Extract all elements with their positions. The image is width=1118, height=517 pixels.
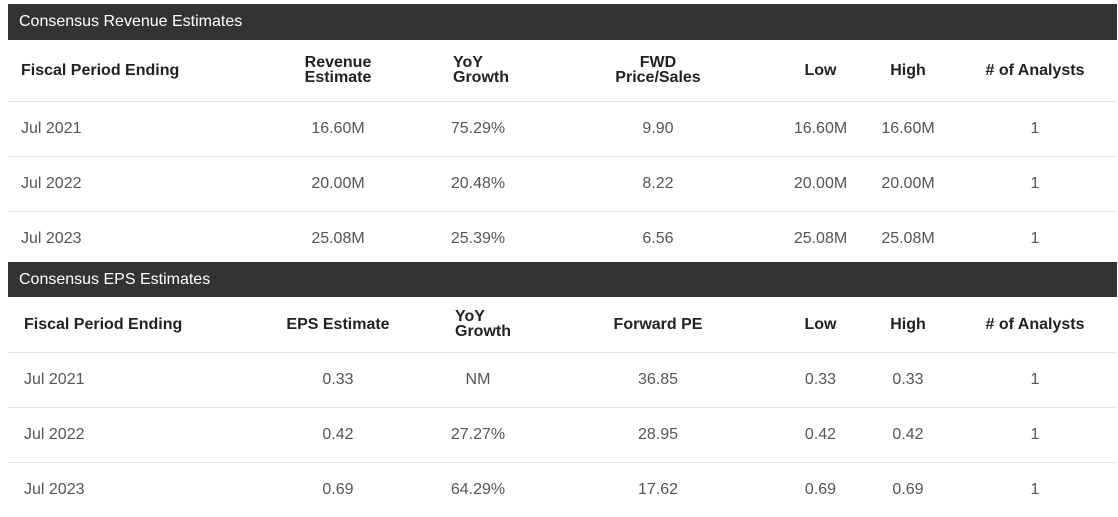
revenue-col-low: Low <box>804 61 837 79</box>
eps-cell-growth-value: 64.29% <box>450 480 506 498</box>
revenue-cell-analysts: 1 <box>953 155 1117 211</box>
eps-cell-analysts: 1 <box>953 461 1117 517</box>
revenue-cell-metric: 6.56 <box>538 210 778 266</box>
revenue-table-row: Jul 2023 25.08M 25.39% 6.56 25.08M 25.08M 1 <box>8 210 1117 266</box>
eps-section-title: Consensus EPS Estimates <box>8 262 1117 297</box>
revenue-col-estimate: Revenue Estimate <box>218 40 458 101</box>
revenue-cell-analysts: 1 <box>953 210 1117 266</box>
revenue-cell-high: 20.00M <box>863 155 953 211</box>
revenue-cell-estimate: 20.00M <box>218 155 458 211</box>
eps-col-period: Fiscal Period Ending <box>24 315 183 333</box>
eps-cell-analysts: 1 <box>953 406 1117 462</box>
revenue-section-title: Consensus Revenue Estimates <box>8 4 1117 40</box>
eps-col-low: Low <box>804 315 837 333</box>
revenue-cell-growth-value: 20.48% <box>450 174 506 192</box>
revenue-table-row: Jul 2022 20.00M 20.48% 8.22 20.00M 20.00M 1 <box>8 155 1117 211</box>
eps-estimates-section: Consensus EPS Estimates Fiscal Period En… <box>8 262 1117 517</box>
revenue-col-estimate-line1: Revenue <box>304 54 372 72</box>
revenue-cell-growth: 20.48% <box>451 155 538 211</box>
revenue-cell-estimate: 16.60M <box>218 100 458 156</box>
revenue-cell-period: Jul 2022 <box>8 155 218 211</box>
eps-col-growth: YoY Growth <box>455 308 511 341</box>
eps-cell-estimate: 0.33 <box>218 351 458 407</box>
eps-cell-growth: 64.29% <box>451 461 538 517</box>
revenue-col-metric-line1: FWD <box>639 54 677 72</box>
revenue-cell-low: 16.60M <box>778 100 863 156</box>
revenue-col-estimate-line2: Estimate <box>304 69 372 87</box>
revenue-table-row: Jul 2021 16.60M 75.29% 9.90 16.60M 16.60M 1 <box>8 100 1117 156</box>
revenue-cell-high: 25.08M <box>863 210 953 266</box>
eps-col-analysts: # of Analysts <box>985 315 1085 333</box>
revenue-cell-analysts: 1 <box>953 100 1117 156</box>
eps-header-row: Fiscal Period Ending EPS Estimate YoY Gr… <box>8 297 1117 352</box>
eps-cell-high: 0.33 <box>863 351 953 407</box>
revenue-cell-growth-value: 75.29% <box>450 119 506 137</box>
revenue-header-row: Fiscal Period Ending Revenue Estimate Yo… <box>8 40 1117 101</box>
revenue-col-high: High <box>890 61 926 79</box>
eps-cell-period: Jul 2022 <box>8 406 218 462</box>
eps-cell-low: 0.33 <box>778 351 863 407</box>
revenue-cell-growth: 75.29% <box>451 100 538 156</box>
eps-col-high: High <box>890 315 926 333</box>
revenue-col-analysts: # of Analysts <box>985 61 1085 79</box>
eps-cell-growth: 27.27% <box>451 406 538 462</box>
revenue-cell-low: 25.08M <box>778 210 863 266</box>
revenue-cell-metric: 8.22 <box>538 155 778 211</box>
eps-table-row: Jul 2021 0.33 NM 36.85 0.33 0.33 1 <box>8 351 1117 407</box>
revenue-cell-estimate: 25.08M <box>218 210 458 266</box>
eps-estimates-table: Fiscal Period Ending EPS Estimate YoY Gr… <box>8 297 1117 517</box>
revenue-cell-period: Jul 2023 <box>8 210 218 266</box>
eps-cell-analysts: 1 <box>953 351 1117 407</box>
revenue-cell-metric: 9.90 <box>538 100 778 156</box>
revenue-col-period: Fiscal Period Ending <box>21 61 180 79</box>
eps-table-row: Jul 2023 0.69 64.29% 17.62 0.69 0.69 1 <box>8 461 1117 517</box>
eps-cell-low: 0.69 <box>778 461 863 517</box>
eps-cell-high: 0.42 <box>863 406 953 462</box>
eps-cell-metric: 36.85 <box>538 351 778 407</box>
revenue-col-growth: YoY Growth <box>453 54 509 87</box>
eps-cell-high: 0.69 <box>863 461 953 517</box>
eps-cell-estimate: 0.69 <box>218 461 458 517</box>
revenue-col-metric: FWD Price/Sales <box>538 40 778 101</box>
eps-cell-period: Jul 2023 <box>8 461 218 517</box>
eps-col-metric: Forward PE <box>613 315 703 333</box>
revenue-cell-growth-value: 25.39% <box>450 229 506 247</box>
revenue-cell-period: Jul 2021 <box>8 100 218 156</box>
revenue-estimates-section: Consensus Revenue Estimates Fiscal Perio… <box>8 4 1117 266</box>
revenue-estimates-table: Fiscal Period Ending Revenue Estimate Yo… <box>8 40 1117 266</box>
eps-table-row: Jul 2022 0.42 27.27% 28.95 0.42 0.42 1 <box>8 406 1117 462</box>
eps-cell-metric: 17.62 <box>538 461 778 517</box>
eps-cell-growth-value: 27.27% <box>450 425 506 443</box>
eps-cell-growth-value: NM <box>465 370 491 388</box>
revenue-cell-growth: 25.39% <box>451 210 538 266</box>
revenue-cell-high: 16.60M <box>863 100 953 156</box>
revenue-col-metric-line2: Price/Sales <box>615 69 701 87</box>
eps-cell-period: Jul 2021 <box>8 351 218 407</box>
eps-cell-metric: 28.95 <box>538 406 778 462</box>
eps-cell-estimate: 0.42 <box>218 406 458 462</box>
eps-col-estimate: EPS Estimate <box>286 315 390 333</box>
eps-cell-growth: NM <box>458 351 538 407</box>
revenue-cell-low: 20.00M <box>778 155 863 211</box>
eps-cell-low: 0.42 <box>778 406 863 462</box>
